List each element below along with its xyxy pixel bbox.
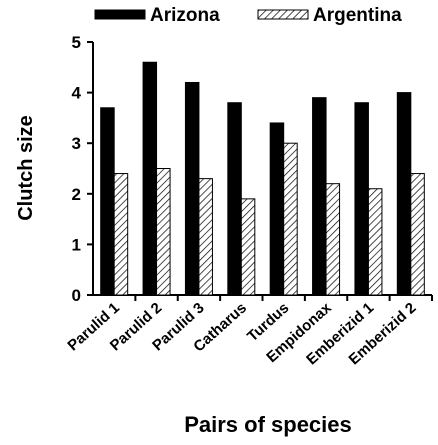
bar — [156, 168, 171, 296]
y-tick-label: 5 — [72, 33, 81, 52]
bar — [184, 81, 200, 296]
y-tick-label: 0 — [72, 286, 81, 305]
bar — [113, 173, 129, 296]
bar — [100, 107, 115, 296]
bar — [283, 142, 298, 296]
bar — [410, 173, 425, 296]
bar — [240, 198, 256, 296]
bar — [227, 102, 242, 296]
y-tick-label: 2 — [72, 185, 81, 204]
bar — [325, 183, 341, 296]
legend-label: Arizona — [150, 5, 220, 26]
bar — [396, 92, 412, 296]
y-tick-label: 3 — [72, 134, 81, 153]
bar — [142, 61, 158, 296]
x-axis-label: Pairs of species — [184, 412, 352, 437]
bar — [269, 122, 285, 296]
y-axis-label: Clutch size — [15, 115, 37, 221]
bar — [367, 188, 383, 296]
y-tick-label: 1 — [72, 235, 81, 254]
bar — [354, 102, 369, 296]
legend-label: Argentina — [313, 5, 402, 26]
legend-swatch — [94, 9, 146, 20]
legend-swatch — [257, 9, 309, 20]
y-tick-label: 4 — [72, 84, 82, 103]
bar — [198, 178, 213, 296]
bar — [312, 97, 327, 296]
